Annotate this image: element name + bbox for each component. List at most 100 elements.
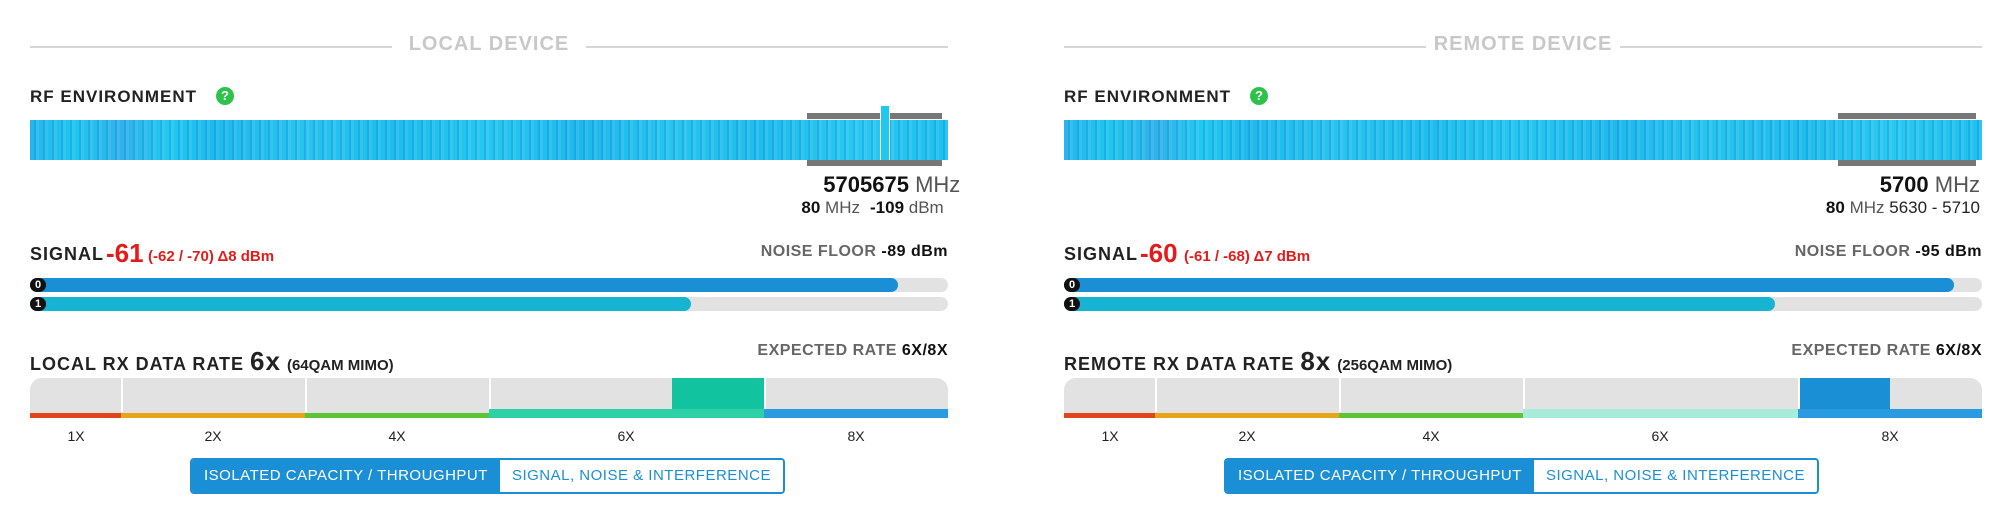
rate-band-6x bbox=[1523, 409, 1798, 418]
rate-divider bbox=[121, 378, 123, 412]
center-frequency-readout: 5700 MHz 80 MHz 5630 - 5710 bbox=[1624, 172, 1980, 218]
rate-tick-4x: 4X bbox=[388, 428, 406, 444]
chain-0-signal-fill bbox=[30, 278, 898, 292]
data-rate-label: LOCAL RX DATA RATE 6x (64QAM MIMO) bbox=[30, 346, 394, 377]
rf-spectrum-heatmap bbox=[30, 120, 948, 160]
signal-noise-button[interactable]: SIGNAL, NOISE & INTERFERENCE bbox=[499, 460, 783, 492]
remote-device-panel: REMOTE DEVICE RF ENVIRONMENT ? 5700 MHz … bbox=[1064, 0, 1982, 513]
data-rate-detail: (64QAM MIMO) bbox=[286, 357, 394, 374]
mhz-unit: MHz bbox=[825, 198, 860, 217]
chain-1-signal-fill bbox=[1064, 297, 1776, 311]
data-rate-label: REMOTE RX DATA RATE 8x (256QAM MIMO) bbox=[1064, 346, 1452, 377]
channel-range-top-bar bbox=[1838, 113, 1976, 119]
rate-divider bbox=[1798, 378, 1800, 412]
rate-tick-1x: 1X bbox=[67, 428, 85, 444]
data-rate-scale bbox=[1064, 378, 1982, 418]
header-divider-left bbox=[1064, 46, 1426, 48]
help-icon[interactable]: ? bbox=[216, 87, 234, 105]
rf-spectrum-heatmap bbox=[1064, 120, 1982, 160]
signal-label: SIGNAL bbox=[30, 244, 105, 264]
channel-width-readout: 570 80 MHz bbox=[790, 172, 860, 218]
rate-divider bbox=[489, 378, 491, 412]
isolated-capacity-button[interactable]: ISOLATED CAPACITY / THROUGHPUT bbox=[1226, 460, 1534, 492]
chain-1-signal-track: 1 bbox=[30, 297, 948, 311]
noise-floor-value: -89 dBm bbox=[881, 243, 948, 260]
chain-0-badge: 0 bbox=[30, 278, 46, 292]
header-divider-right bbox=[1620, 46, 1982, 48]
center-frequency-value: 5700 bbox=[1879, 172, 1929, 197]
rate-divider bbox=[1155, 378, 1157, 412]
chain-0-signal-track: 0 bbox=[1064, 278, 1982, 292]
signal-label: SIGNAL bbox=[1064, 244, 1139, 264]
expected-rate: EXPECTED RATE 6X/8X bbox=[1791, 342, 1982, 360]
frequency-marker[interactable] bbox=[880, 106, 890, 160]
data-rate-value: 8x bbox=[1300, 346, 1332, 376]
data-rate-value: 6x bbox=[250, 346, 281, 376]
dbm-unit: dBm bbox=[908, 198, 944, 217]
signal-value: -60 bbox=[1140, 238, 1178, 268]
signal-detail: (-62 / -70) Δ8 dBm bbox=[148, 248, 275, 265]
local-device-panel: LOCAL DEVICE RF ENVIRONMENT ? 570 80 MHz… bbox=[30, 0, 960, 513]
expected-rate: EXPECTED RATE 6X/8X bbox=[757, 342, 948, 360]
chain-0-signal-track: 0 bbox=[30, 278, 948, 292]
rate-tick-2x: 2X bbox=[204, 428, 222, 444]
signal-noise-button[interactable]: SIGNAL, NOISE & INTERFERENCE bbox=[1533, 460, 1817, 492]
data-rate-scale bbox=[30, 378, 948, 418]
signal-detail: (-61 / -68) Δ7 dBm bbox=[1184, 248, 1311, 265]
current-rate-highlight bbox=[1798, 378, 1890, 412]
center-frequency-value: 5675 bbox=[860, 172, 909, 197]
center-frequency-unit: MHz bbox=[915, 172, 961, 197]
data-rate-row: REMOTE RX DATA RATE 8x (256QAM MIMO) EXP… bbox=[1064, 340, 1982, 376]
header-divider-right bbox=[586, 46, 948, 48]
view-toggle: ISOLATED CAPACITY / THROUGHPUT SIGNAL, N… bbox=[190, 458, 785, 494]
rate-band-6x bbox=[489, 409, 764, 418]
rate-tick-4x: 4X bbox=[1422, 428, 1440, 444]
noise-floor: NOISE FLOOR -95 dBm bbox=[1795, 243, 1982, 261]
expected-rate-value: 6X/8X bbox=[1935, 342, 1982, 359]
help-icon[interactable]: ? bbox=[1250, 87, 1268, 105]
rate-band-8x bbox=[764, 409, 948, 418]
header-divider-left bbox=[30, 46, 392, 48]
frequency-range: 5630 - 5710 bbox=[1889, 198, 1980, 217]
signal-value: -61 bbox=[106, 238, 144, 268]
channel-width-mhz: 80 bbox=[1825, 198, 1845, 217]
rate-tick-6x: 6X bbox=[1651, 428, 1669, 444]
rate-band-4x bbox=[305, 413, 489, 418]
view-toggle: ISOLATED CAPACITY / THROUGHPUT SIGNAL, N… bbox=[1224, 458, 1819, 494]
rate-divider bbox=[764, 378, 766, 412]
rate-band-1x bbox=[1064, 413, 1155, 418]
channel-range-bottom-bar bbox=[807, 160, 942, 166]
noise-at-frequency-value: -109 bbox=[870, 198, 905, 217]
rate-tick-6x: 6X bbox=[617, 428, 635, 444]
rate-divider bbox=[305, 378, 307, 412]
data-rate-detail: (256QAM MIMO) bbox=[1337, 357, 1453, 374]
rate-band-2x bbox=[121, 413, 305, 418]
rf-spectrum-texture bbox=[1064, 120, 1982, 160]
noise-floor-label: NOISE FLOOR bbox=[1794, 243, 1911, 260]
rate-scale-labels: 1X 2X 4X 6X 8X bbox=[30, 428, 948, 446]
rate-divider bbox=[1339, 378, 1341, 412]
rate-band-8x bbox=[1798, 409, 1982, 418]
noise-floor-value: -95 dBm bbox=[1915, 243, 1982, 260]
signal-row: SIGNAL -61 (-62 / -70) Δ8 dBm NOISE FLOO… bbox=[30, 238, 948, 270]
chain-1-signal-fill bbox=[30, 297, 691, 311]
rf-environment-title: RF ENVIRONMENT bbox=[1064, 87, 1231, 106]
data-rate-title: LOCAL RX DATA RATE bbox=[30, 354, 244, 374]
signal-row: SIGNAL -60 (-61 / -68) Δ7 dBm NOISE FLOO… bbox=[1064, 238, 1982, 270]
channel-range-bottom-bar bbox=[1838, 160, 1976, 166]
rate-tick-8x: 8X bbox=[847, 428, 865, 444]
rf-environment-title: RF ENVIRONMENT bbox=[30, 87, 197, 106]
center-frequency-unit: MHz bbox=[1934, 172, 1980, 197]
rate-band-2x bbox=[1155, 413, 1339, 418]
noise-floor: NOISE FLOOR -89 dBm bbox=[761, 243, 948, 261]
chain-1-signal-track: 1 bbox=[1064, 297, 1982, 311]
isolated-capacity-button[interactable]: ISOLATED CAPACITY / THROUGHPUT bbox=[192, 460, 500, 492]
rate-tick-8x: 8X bbox=[1881, 428, 1899, 444]
rf-spectrum-texture bbox=[30, 120, 948, 160]
rate-tick-2x: 2X bbox=[1238, 428, 1256, 444]
chain-1-badge: 1 bbox=[30, 297, 46, 311]
chain-0-signal-fill bbox=[1064, 278, 1955, 292]
channel-width-mhz: 80 bbox=[801, 198, 821, 217]
expected-rate-value: 6X/8X bbox=[901, 342, 948, 359]
expected-rate-label: EXPECTED RATE bbox=[757, 342, 897, 359]
